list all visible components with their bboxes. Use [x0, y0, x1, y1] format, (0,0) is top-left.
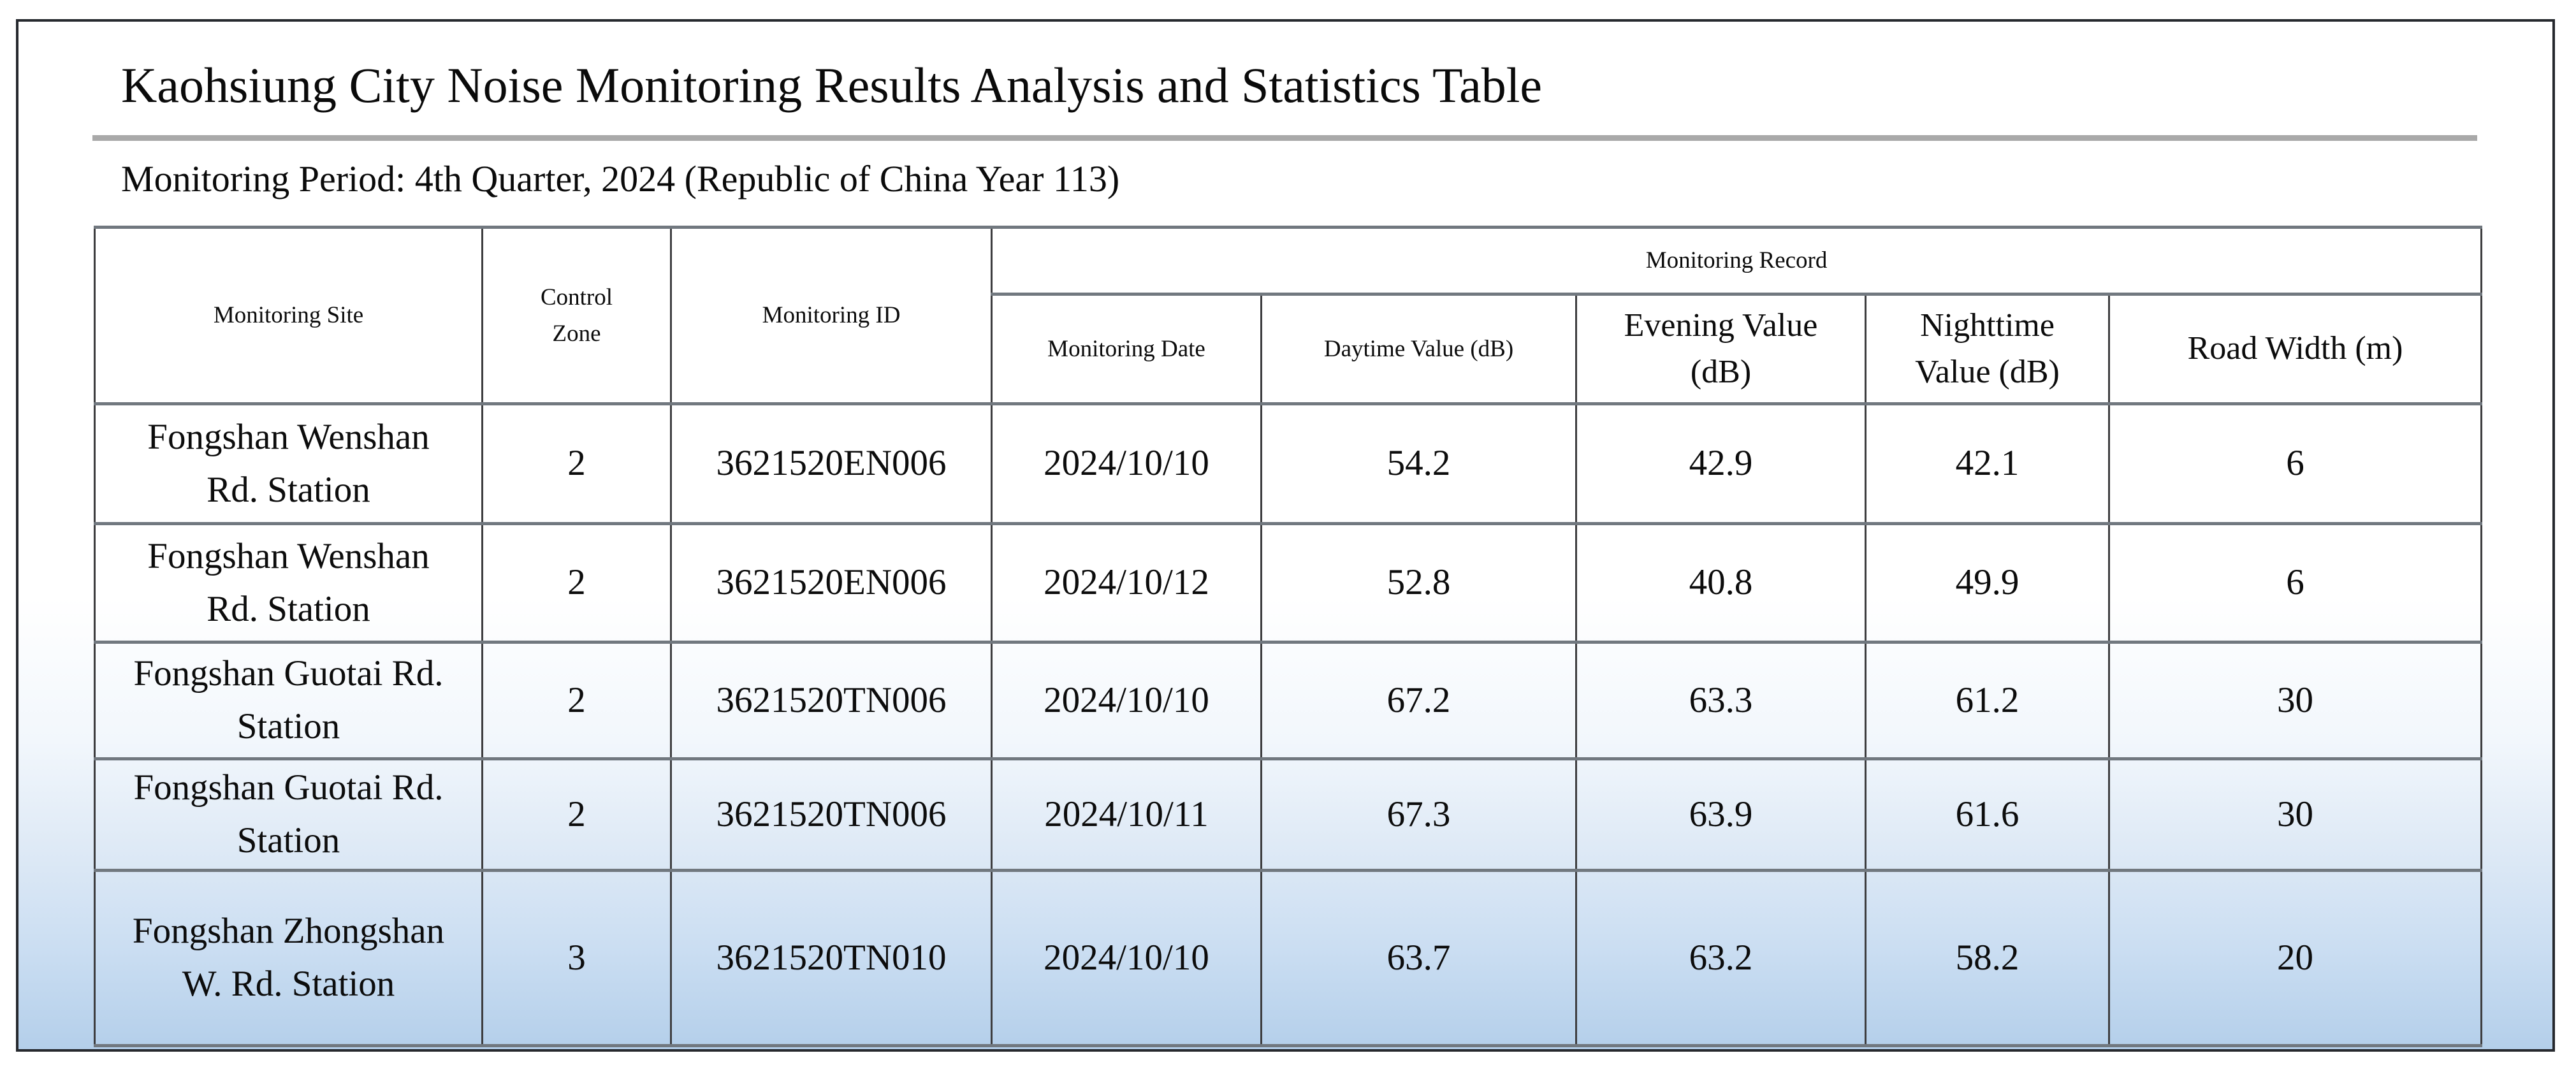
site-line: W. Rd. Station	[182, 964, 395, 1004]
cell-control-zone: 2	[481, 402, 672, 525]
cell-monitoring-id: 3621520TN010	[670, 869, 993, 1047]
header-line: Value (dB)	[1915, 353, 2060, 390]
cell-nighttime-value: 49.9	[1865, 522, 2110, 644]
cell-daytime-value: 67.2	[1260, 641, 1577, 760]
cell-road-width: 30	[2107, 641, 2483, 760]
cell-monitoring-site: Fongshan Guotai Rd. Station	[94, 757, 483, 872]
cell-nighttime-value: 42.1	[1865, 402, 2110, 525]
cell-monitoring-date: 2024/10/10	[991, 869, 1262, 1047]
cell-evening-value: 63.3	[1575, 641, 1867, 760]
cell-monitoring-date: 2024/10/11	[991, 757, 1262, 872]
noise-monitoring-table: Monitoring Site Control Zone Monitoring …	[94, 226, 2483, 1047]
table-row: Fongshan Zhongshan W. Rd. Station 3 3621…	[94, 869, 2483, 1047]
table-row: Fongshan Guotai Rd. Station 2 3621520TN0…	[94, 641, 2483, 760]
site-line: Fongshan Zhongshan	[132, 911, 445, 952]
table-row: Fongshan Wenshan Rd. Station 2 3621520EN…	[94, 522, 2483, 644]
cell-monitoring-site: Fongshan Wenshan Rd. Station	[94, 402, 483, 525]
header-line: (dB)	[1690, 353, 1752, 390]
cell-daytime-value: 67.3	[1260, 757, 1577, 872]
cell-evening-value: 42.9	[1575, 402, 1867, 525]
title-divider	[92, 135, 2477, 141]
cell-monitoring-site: Fongshan Zhongshan W. Rd. Station	[94, 869, 483, 1047]
column-header-monitoring-date: Monitoring Date	[991, 293, 1262, 405]
site-line: Station	[236, 820, 340, 860]
column-group-header-monitoring-record: Monitoring Record	[990, 226, 2483, 296]
cell-control-zone: 2	[481, 522, 672, 644]
table-row: Fongshan Wenshan Rd. Station 2 3621520EN…	[94, 402, 2483, 525]
cell-monitoring-date: 2024/10/10	[991, 402, 1262, 525]
cell-nighttime-value: 58.2	[1865, 869, 2110, 1047]
cell-evening-value: 40.8	[1575, 522, 1867, 644]
column-header-evening-value: Evening Value (dB)	[1575, 293, 1867, 405]
cell-evening-value: 63.9	[1575, 757, 1867, 872]
table-header-row-group: Monitoring Site Control Zone Monitoring …	[94, 226, 2483, 405]
cell-daytime-value: 63.7	[1260, 869, 1577, 1047]
header-line: Nighttime	[1920, 307, 2055, 344]
site-line: Fongshan Guotai Rd.	[133, 653, 444, 694]
cell-road-width: 6	[2107, 402, 2483, 525]
cell-monitoring-site: Fongshan Guotai Rd. Station	[94, 641, 483, 760]
cell-control-zone: 2	[481, 641, 672, 760]
column-header-control-zone: Control Zone	[481, 226, 672, 405]
cell-monitoring-site: Fongshan Wenshan Rd. Station	[94, 522, 483, 644]
site-line: Rd. Station	[207, 469, 370, 510]
cell-monitoring-id: 3621520EN006	[670, 402, 993, 525]
column-header-nighttime-value: Nighttime Value (dB)	[1865, 293, 2110, 405]
table-row: Fongshan Guotai Rd. Station 2 3621520TN0…	[94, 757, 2483, 872]
cell-daytime-value: 52.8	[1260, 522, 1577, 644]
page-frame: Kaohsiung City Noise Monitoring Results …	[16, 19, 2555, 1052]
header-line: Zone	[552, 321, 601, 347]
site-line: Station	[236, 706, 340, 746]
header-line: Evening Value	[1624, 307, 1818, 344]
cell-monitoring-id: 3621520TN006	[670, 757, 993, 872]
cell-monitoring-date: 2024/10/12	[991, 522, 1262, 644]
cell-daytime-value: 54.2	[1260, 402, 1577, 525]
cell-evening-value: 63.2	[1575, 869, 1867, 1047]
page-title: Kaohsiung City Noise Monitoring Results …	[121, 57, 1543, 113]
cell-control-zone: 3	[481, 869, 672, 1047]
column-header-daytime-value: Daytime Value (dB)	[1260, 293, 1577, 405]
site-line: Fongshan Wenshan	[147, 416, 430, 457]
column-header-road-width: Road Width (m)	[2107, 293, 2483, 405]
site-line: Fongshan Wenshan	[147, 535, 430, 576]
cell-road-width: 30	[2107, 757, 2483, 872]
cell-control-zone: 2	[481, 757, 672, 872]
table-header-row-columns: Monitoring Date Daytime Value (dB) Eveni…	[95, 293, 2483, 405]
column-header-monitoring-id: Monitoring ID	[670, 226, 993, 405]
header-line: Control	[540, 284, 613, 310]
column-header-monitoring-site: Monitoring Site	[94, 226, 483, 405]
cell-road-width: 20	[2107, 869, 2483, 1047]
cell-nighttime-value: 61.2	[1865, 641, 2110, 760]
site-line: Fongshan Guotai Rd.	[133, 767, 444, 808]
cell-monitoring-date: 2024/10/10	[991, 641, 1262, 760]
monitoring-period-subtitle: Monitoring Period: 4th Quarter, 2024 (Re…	[121, 158, 1120, 200]
cell-monitoring-id: 3621520EN006	[670, 522, 993, 644]
site-line: Rd. Station	[207, 588, 370, 629]
cell-monitoring-id: 3621520TN006	[670, 641, 993, 760]
cell-nighttime-value: 61.6	[1865, 757, 2110, 872]
cell-road-width: 6	[2107, 522, 2483, 644]
